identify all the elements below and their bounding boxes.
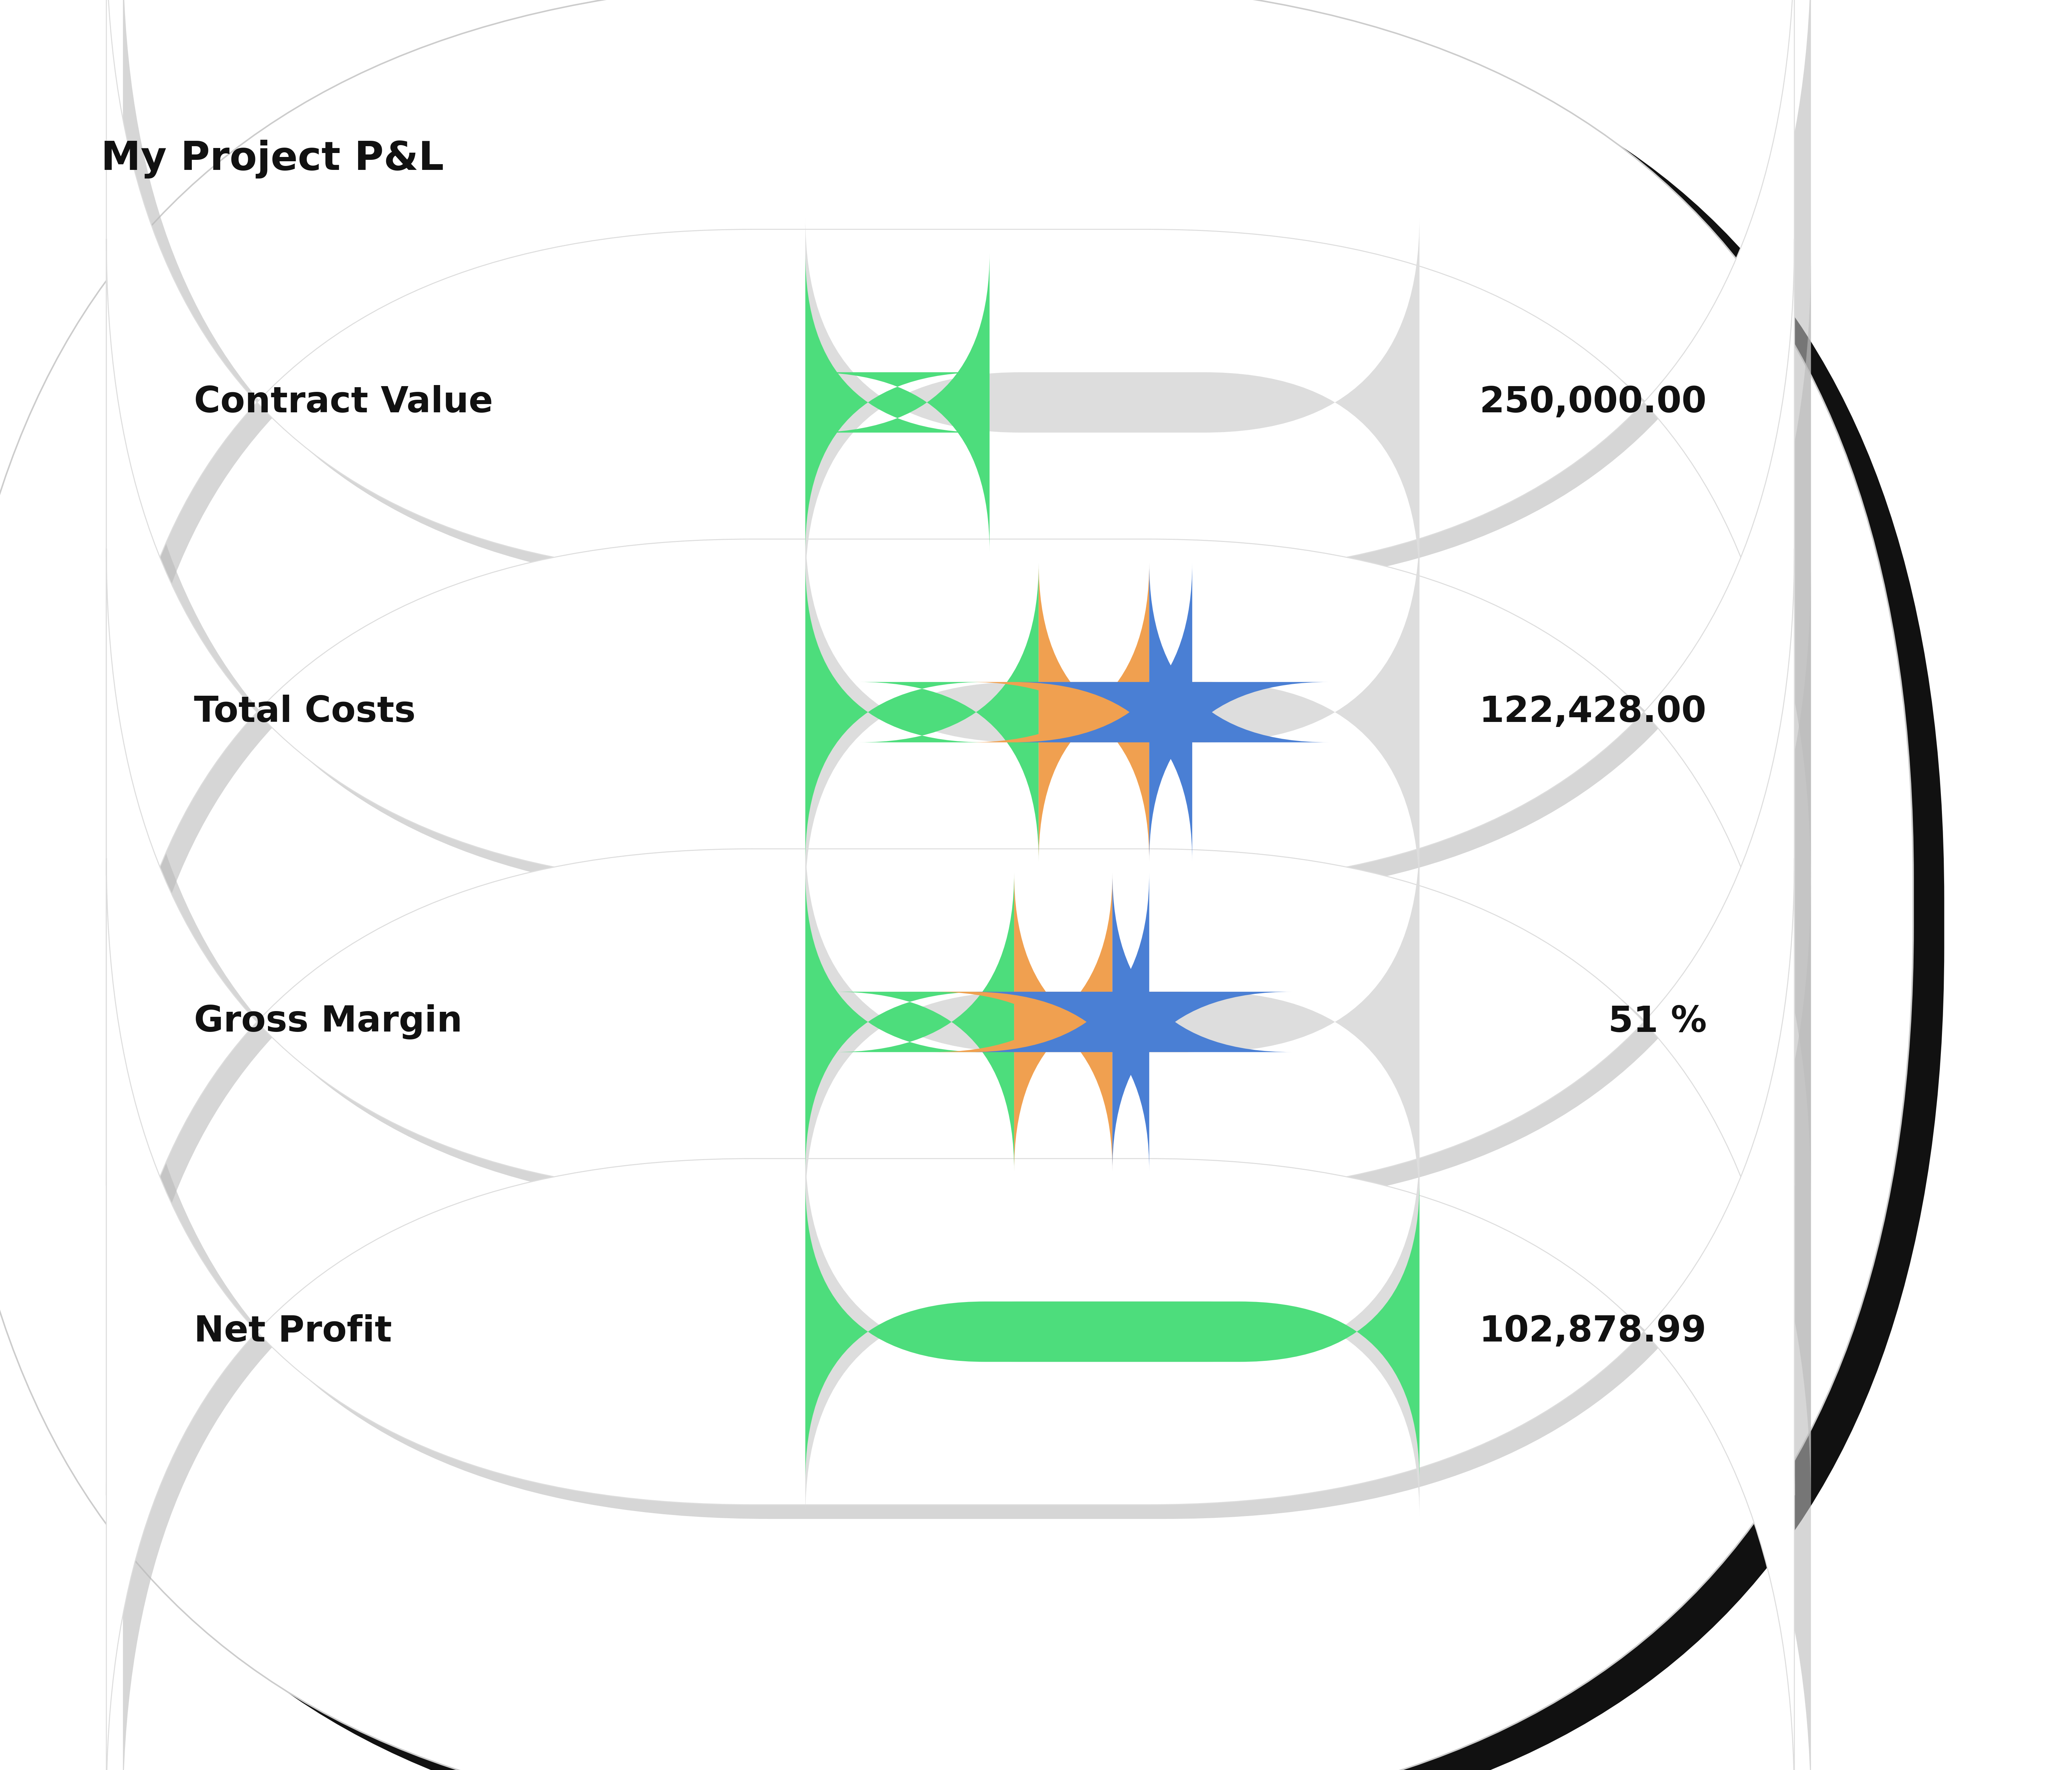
FancyBboxPatch shape [122,873,1811,1770]
Text: 51 %: 51 % [1608,1005,1707,1039]
FancyBboxPatch shape [0,0,1912,1770]
Text: 250,000.00: 250,000.00 [1479,386,1707,419]
FancyBboxPatch shape [970,873,1293,1172]
FancyBboxPatch shape [806,1182,1419,1481]
FancyBboxPatch shape [106,858,1794,1770]
FancyBboxPatch shape [806,563,1038,862]
Text: Net Profit: Net Profit [195,1315,392,1349]
FancyBboxPatch shape [806,218,1419,588]
FancyBboxPatch shape [806,527,1419,897]
FancyBboxPatch shape [1013,563,1328,862]
Text: Contract Value: Contract Value [195,386,493,419]
FancyBboxPatch shape [122,253,1811,1200]
FancyBboxPatch shape [932,873,1193,1172]
Text: 122,428.00: 122,428.00 [1479,696,1707,729]
FancyBboxPatch shape [122,563,1811,1510]
FancyBboxPatch shape [806,837,1419,1207]
FancyBboxPatch shape [806,253,990,552]
FancyBboxPatch shape [0,2,1944,1770]
FancyBboxPatch shape [806,873,1013,1172]
Text: Gross Margin: Gross Margin [195,1004,462,1039]
Text: Total Costs: Total Costs [195,696,416,729]
FancyBboxPatch shape [122,0,1811,890]
Text: 102,878.99: 102,878.99 [1479,1315,1707,1349]
FancyBboxPatch shape [806,1147,1419,1517]
FancyBboxPatch shape [106,549,1794,1496]
FancyBboxPatch shape [106,239,1794,1186]
FancyBboxPatch shape [970,563,1218,862]
Text: My Project P&L: My Project P&L [102,140,443,179]
FancyBboxPatch shape [106,0,1794,876]
